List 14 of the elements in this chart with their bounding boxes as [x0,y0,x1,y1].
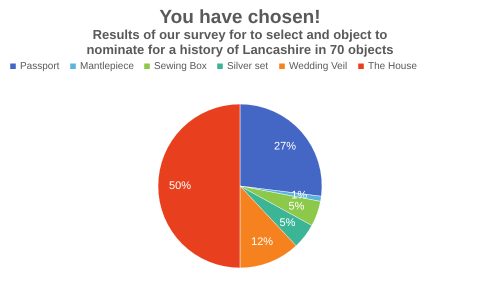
data-label: 5% [288,200,305,212]
legend-label: Sewing Box [154,61,207,72]
legend-label: The House [368,61,418,72]
legend-label: Passport [20,61,60,72]
legend-label: Wedding Veil [289,61,348,72]
text: Results of our survey for to select and object to [92,27,388,42]
data-label: 50% [168,180,192,192]
chart-title: You have chosen! [159,7,321,28]
text: nominate for a history of Lancashire in 70 objects [86,42,394,57]
data-label: 12% [251,236,274,248]
legend-label: Mantlepiece [80,61,134,72]
data-label: 5% [279,216,296,229]
data-label: 27% [274,140,296,152]
legend-label: Silver set [227,61,268,72]
